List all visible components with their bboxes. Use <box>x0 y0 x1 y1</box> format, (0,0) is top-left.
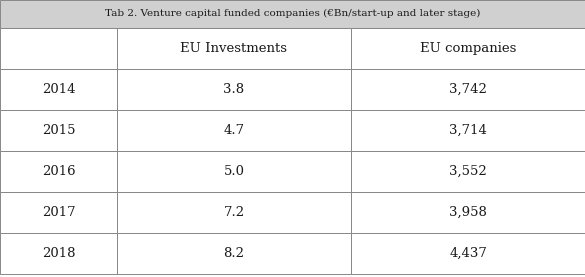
Bar <box>0 0 585 28</box>
Bar <box>117 233 351 274</box>
Bar <box>351 192 585 233</box>
Bar <box>0 28 117 69</box>
Bar <box>0 192 117 233</box>
Text: 3.8: 3.8 <box>223 83 245 96</box>
Bar <box>117 110 351 151</box>
Text: EU companies: EU companies <box>420 42 516 55</box>
Bar <box>351 151 585 192</box>
Text: 4,437: 4,437 <box>449 247 487 260</box>
Bar <box>0 151 117 192</box>
Text: 3,714: 3,714 <box>449 124 487 137</box>
Text: 5.0: 5.0 <box>223 165 245 178</box>
Text: 2014: 2014 <box>42 83 75 96</box>
Text: 7.2: 7.2 <box>223 206 245 219</box>
Bar <box>351 233 585 274</box>
Text: 2016: 2016 <box>42 165 75 178</box>
Text: 3,958: 3,958 <box>449 206 487 219</box>
Bar <box>117 192 351 233</box>
Bar <box>351 28 585 69</box>
Bar <box>117 28 351 69</box>
Bar <box>351 69 585 110</box>
Text: 8.2: 8.2 <box>223 247 245 260</box>
Text: Tab 2. Venture capital funded companies (€Bn/start-up and later stage): Tab 2. Venture capital funded companies … <box>105 9 480 18</box>
Bar <box>351 110 585 151</box>
Text: 4.7: 4.7 <box>223 124 245 137</box>
Text: 2018: 2018 <box>42 247 75 260</box>
Bar <box>0 233 117 274</box>
Bar <box>0 69 117 110</box>
Text: EU Investments: EU Investments <box>181 42 287 55</box>
Bar <box>117 69 351 110</box>
Text: 2015: 2015 <box>42 124 75 137</box>
Text: 3,552: 3,552 <box>449 165 487 178</box>
Bar <box>0 110 117 151</box>
Bar <box>117 151 351 192</box>
Text: 2017: 2017 <box>42 206 75 219</box>
Text: 3,742: 3,742 <box>449 83 487 96</box>
